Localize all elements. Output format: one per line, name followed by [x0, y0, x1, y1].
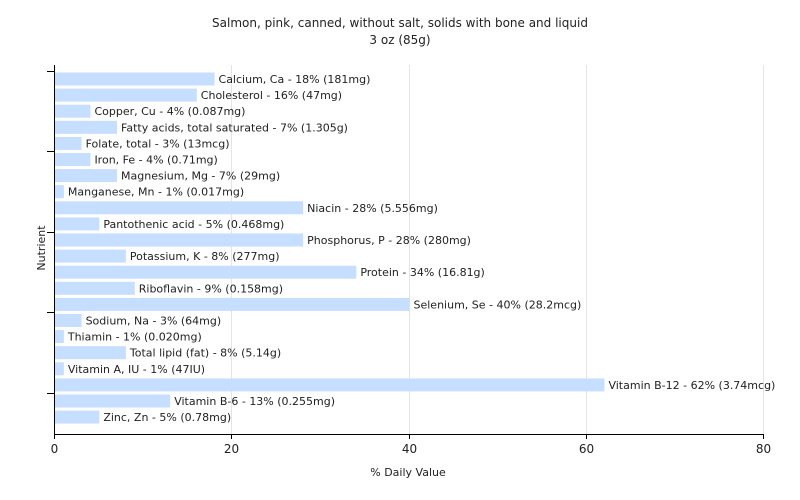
- x-tick-label: 40: [402, 442, 417, 456]
- bar: [55, 217, 100, 231]
- bar-label: Selenium, Se - 40% (28.2mcg): [414, 298, 582, 311]
- bar: [55, 297, 410, 311]
- chart-subtitle: 3 oz (85g): [369, 33, 430, 47]
- bar-label: Thiamin - 1% (0.020mg): [67, 331, 202, 344]
- bar-label: Fatty acids, total saturated - 7% (1.305…: [121, 121, 348, 134]
- bar-label: Niacin - 28% (5.556mg): [307, 202, 438, 215]
- bar-label: Manganese, Mn - 1% (0.017mg): [68, 186, 244, 199]
- bar-label: Sodium, Na - 3% (64mg): [86, 315, 222, 328]
- bar: [55, 281, 135, 295]
- bar-label: Cholesterol - 16% (47mg): [201, 89, 342, 102]
- x-tick-label: 60: [579, 442, 594, 456]
- bar-label: Vitamin B-6 - 13% (0.255mg): [174, 395, 335, 408]
- bar: [55, 153, 91, 166]
- bar: [55, 330, 64, 344]
- bar-label: Copper, Cu - 4% (0.087mg): [94, 105, 245, 118]
- bar-label: Potassium, K - 8% (277mg): [130, 250, 280, 263]
- bar: [55, 265, 357, 279]
- bar: [55, 169, 118, 183]
- grid: [231, 65, 764, 434]
- bar-label: Pantothenic acid - 5% (0.468mg): [103, 218, 284, 231]
- bar: [55, 120, 118, 134]
- bar-label: Folate, total - 3% (13mcg): [86, 137, 230, 150]
- bar: [55, 314, 82, 327]
- bar-label: Total lipid (fat) - 8% (5.14g): [129, 347, 281, 360]
- bar: [55, 249, 126, 263]
- bar-label: Calcium, Ca - 18% (181mg): [219, 73, 371, 86]
- bar: [55, 346, 126, 360]
- bar: [55, 104, 91, 118]
- bar-label: Protein - 34% (16.81g): [360, 266, 485, 279]
- bar-label: Phosphorus, P - 28% (280mg): [307, 234, 471, 247]
- bar-label: Vitamin B-12 - 62% (3.74mcg): [608, 379, 775, 392]
- bar-label: Vitamin A, IU - 1% (47IU): [68, 363, 205, 376]
- bar: [55, 362, 64, 376]
- x-tick-label: 80: [756, 442, 771, 456]
- x-tick-label: 20: [224, 442, 239, 456]
- bars: Calcium, Ca - 18% (181mg) Cholesterol - 1…: [55, 72, 775, 424]
- bar-label: Iron, Fe - 4% (0.71mg): [94, 154, 217, 167]
- bar-label: Riboflavin - 9% (0.158mg): [139, 282, 283, 295]
- x-tick-label: 0: [51, 442, 59, 456]
- axes: 0 20 40 60 80: [47, 65, 771, 456]
- bar: [55, 201, 304, 215]
- bar-label: Zinc, Zn - 5% (0.78mg): [103, 411, 231, 424]
- chart-title: Salmon, pink, canned, without salt, soli…: [212, 16, 588, 30]
- bar: [55, 410, 100, 424]
- bar: [55, 72, 215, 86]
- bar: [55, 88, 197, 102]
- x-axis-label: % Daily Value: [370, 466, 446, 479]
- bar: [55, 185, 64, 199]
- bar: [55, 136, 82, 150]
- y-axis-label: Nutrient: [35, 225, 48, 271]
- bar: [55, 233, 304, 247]
- bar-label: Magnesium, Mg - 7% (29mg): [121, 170, 280, 183]
- bar: [55, 394, 171, 408]
- bar: [55, 378, 605, 392]
